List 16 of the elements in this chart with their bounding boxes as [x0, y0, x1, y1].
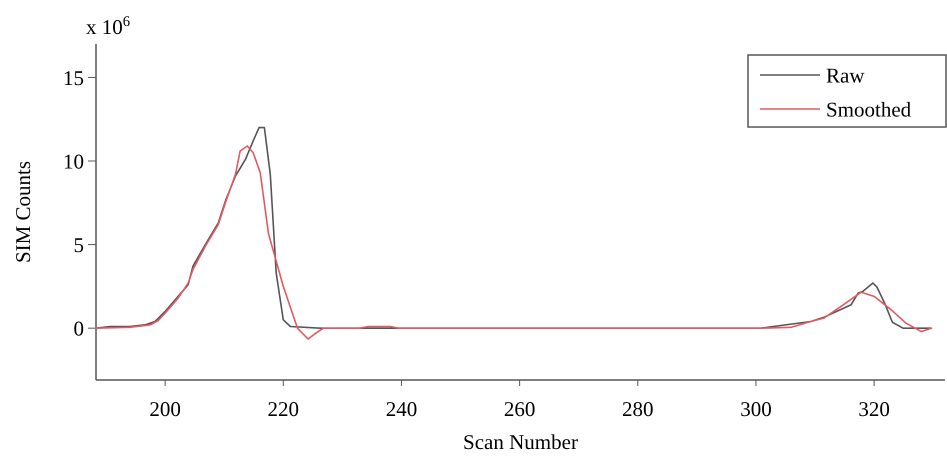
y-tick-label: 0: [74, 316, 84, 341]
x-tick-label: 220: [268, 397, 300, 421]
text: x 10$^{6}$: [86, 14, 130, 39]
legend-label: Smoothed: [826, 97, 912, 122]
legend-label: Raw: [826, 63, 866, 88]
x-tick-label: 320: [858, 397, 890, 421]
x-tick-label: 260: [504, 397, 536, 421]
x-tick-label: 280: [622, 397, 654, 421]
y-tick-label: 5: [74, 232, 84, 257]
x-tick-label: 240: [386, 397, 418, 421]
y-axis-title: SIM Counts: [11, 160, 35, 264]
y-tick-label: 10: [63, 149, 84, 174]
x-axis-title: Scan Number: [463, 430, 578, 454]
y-tick-label: 15: [63, 66, 84, 90]
x-tick-label: 200: [149, 397, 181, 421]
x-tick-label: 300: [740, 397, 772, 421]
